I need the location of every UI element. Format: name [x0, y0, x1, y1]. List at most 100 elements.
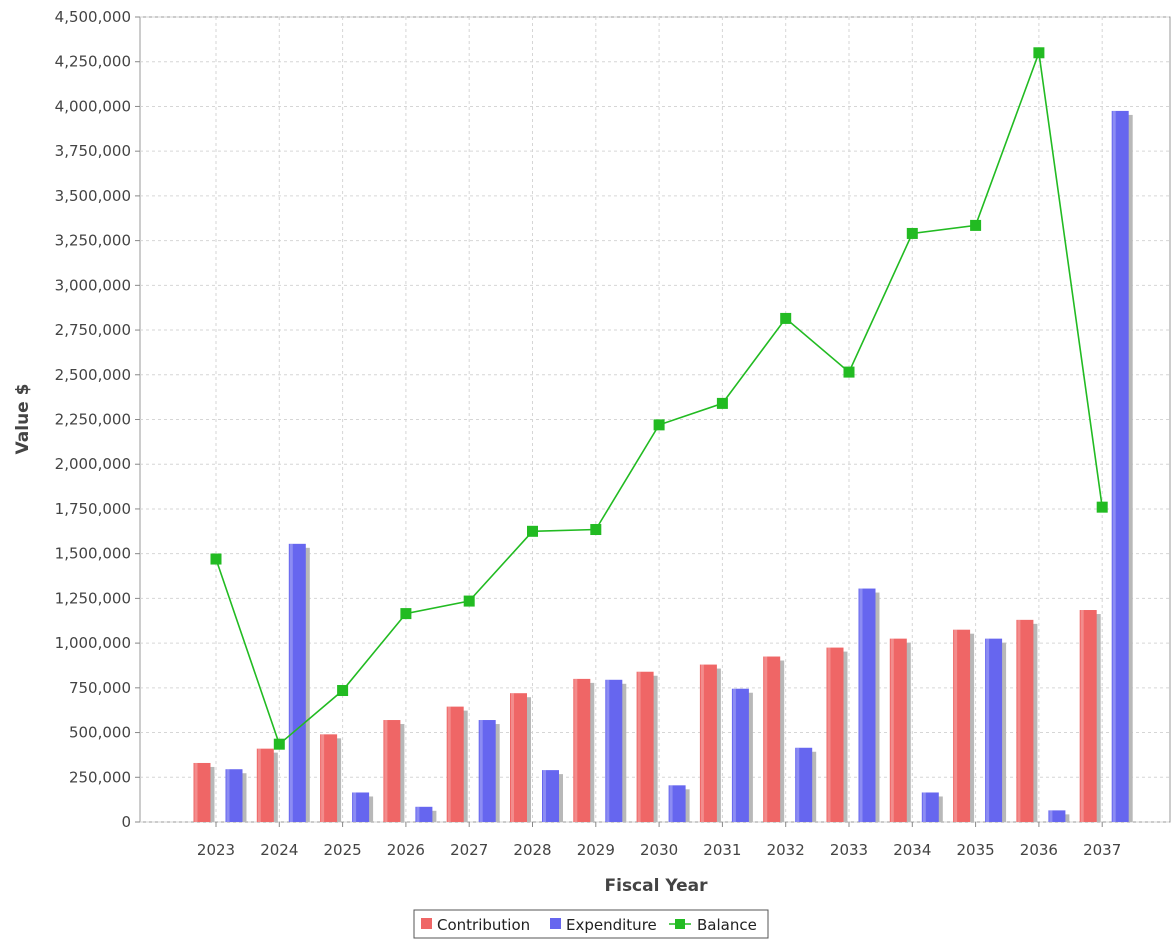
balance-marker [590, 524, 602, 536]
bar-highlight [922, 792, 926, 822]
y-tick-label: 4,000,000 [55, 97, 131, 115]
x-tick-label: 2026 [387, 841, 425, 859]
x-axis-ticks: 2023 2024 2025 2026 2027 2028 2029 2030 2031 2032… [197, 822, 1121, 859]
balance-marker [1096, 501, 1108, 513]
bar-highlight [732, 688, 736, 822]
bar-expenditure [542, 770, 559, 822]
bar-contribution [573, 678, 591, 822]
x-tick-label: 2029 [577, 841, 615, 859]
x-axis-title: Fiscal Year [605, 876, 709, 896]
bar-highlight [321, 734, 325, 822]
bar-highlight [700, 664, 704, 822]
bar-expenditure [478, 720, 496, 822]
bar-highlight [416, 806, 420, 822]
bar-expenditure [668, 785, 686, 822]
bar-highlight [859, 588, 863, 822]
bar-expenditure [731, 688, 749, 822]
y-tick-label: 1,000,000 [55, 634, 131, 652]
bar-highlight [574, 678, 578, 822]
y-tick-label: 250,000 [69, 768, 131, 786]
x-tick-label: 2023 [197, 841, 235, 859]
bar-expenditure [1111, 110, 1129, 822]
bar-contribution [256, 748, 274, 822]
bar-contribution [383, 720, 401, 822]
bar-expenditure [352, 792, 370, 822]
balance-marker [970, 219, 982, 231]
bar-highlight [194, 762, 198, 822]
y-tick-label: 3,250,000 [55, 232, 131, 250]
bar-highlight [1080, 610, 1084, 822]
bar-expenditure [858, 588, 876, 822]
bar-contribution [699, 664, 717, 822]
legend-label-expenditure: Expenditure [566, 916, 657, 934]
x-tick-label: 2035 [957, 841, 995, 859]
y-tick-label: 3,000,000 [55, 276, 131, 294]
bar-highlight [1017, 619, 1021, 822]
bars [193, 110, 1129, 822]
y-tick-label: 4,500,000 [55, 8, 131, 26]
y-tick-label: 3,500,000 [55, 187, 131, 205]
bar-highlight [890, 638, 894, 822]
bar-highlight [954, 629, 958, 822]
balance-line-group [210, 47, 1108, 750]
bar-contribution [320, 734, 338, 822]
bar-highlight [1112, 110, 1116, 822]
bar-expenditure [605, 679, 623, 822]
bar-contribution [1079, 610, 1097, 822]
bar-highlight [353, 792, 357, 822]
balance-marker [400, 608, 412, 620]
bar-contribution [953, 629, 971, 822]
y-axis-ticks: 0 250,000 500,000 750,000 1,000,000 1,250,000… [55, 8, 140, 831]
bar-highlight [543, 770, 546, 822]
bar-expenditure [225, 769, 243, 822]
y-tick-label: 500,000 [69, 724, 131, 742]
bar-contribution [889, 638, 907, 822]
bar-highlight [796, 747, 800, 822]
bar-expenditure [985, 638, 1003, 822]
bar-contribution [510, 693, 527, 822]
balance-marker [463, 595, 475, 607]
y-tick-label: 2,250,000 [55, 411, 131, 429]
x-tick-label: 2024 [260, 841, 298, 859]
balance-marker [653, 419, 665, 431]
balance-marker [1033, 47, 1045, 59]
legend-swatch-balance-marker [675, 919, 685, 929]
x-tick-label: 2036 [1020, 841, 1058, 859]
bar-expenditure [795, 747, 813, 822]
legend-swatch-expenditure [550, 918, 561, 929]
legend-frame [413, 909, 769, 939]
y-axis-title: Value $ [13, 384, 33, 455]
legend: Contribution Expenditure Balance [413, 909, 769, 939]
legend-swatch-contribution [421, 918, 432, 929]
balance-marker [337, 685, 349, 697]
balance-marker [906, 227, 918, 239]
bar-contribution [763, 656, 781, 822]
bar-expenditure [288, 543, 306, 822]
bar-contribution [636, 671, 654, 822]
bar-highlight [479, 720, 483, 822]
bar-contribution [446, 706, 464, 822]
x-tick-label: 2030 [640, 841, 678, 859]
x-tick-label: 2027 [450, 841, 488, 859]
y-tick-label: 2,000,000 [55, 455, 131, 473]
balance-marker [527, 525, 538, 537]
y-tick-label: 2,750,000 [55, 321, 131, 339]
y-tick-label: 1,500,000 [55, 545, 131, 563]
y-tick-label: 1,750,000 [55, 500, 131, 518]
balance-marker [210, 553, 222, 565]
balance-marker [780, 312, 792, 324]
bar-highlight [384, 720, 388, 822]
bar-contribution [1016, 619, 1034, 822]
balance-marker [273, 738, 285, 750]
bar-highlight [606, 679, 610, 822]
bar-highlight [257, 748, 261, 822]
y-tick-label: 0 [121, 813, 131, 831]
x-tick-label: 2031 [703, 841, 741, 859]
y-tick-label: 1,250,000 [55, 589, 131, 607]
bar-highlight [827, 647, 831, 822]
bar-contribution [193, 762, 211, 822]
balance-marker [843, 366, 855, 378]
bar-highlight [226, 769, 230, 822]
bar-highlight [764, 656, 768, 822]
